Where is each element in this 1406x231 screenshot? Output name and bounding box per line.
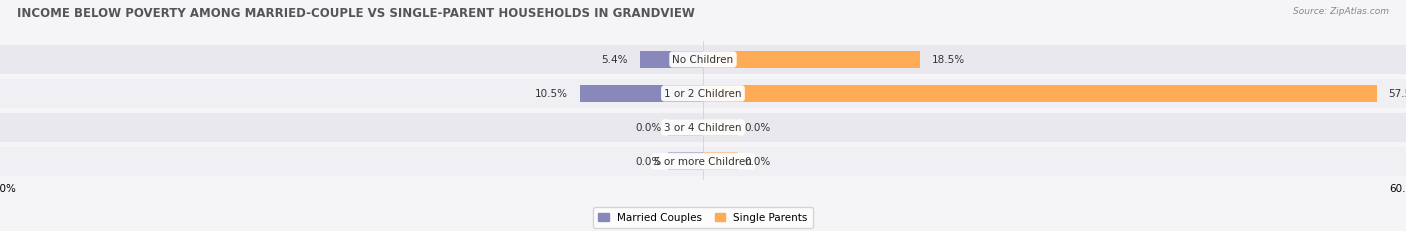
Text: 57.5%: 57.5%	[1389, 89, 1406, 99]
Text: 0.0%: 0.0%	[636, 157, 662, 167]
Text: 0.0%: 0.0%	[636, 123, 662, 133]
Text: 18.5%: 18.5%	[932, 55, 965, 65]
Bar	[703, 119, 738, 137]
Bar	[668, 153, 703, 170]
Text: No Children: No Children	[672, 55, 734, 65]
Bar	[0, 147, 1406, 176]
Bar	[0, 113, 1406, 142]
Bar	[703, 153, 738, 170]
Text: 10.5%: 10.5%	[536, 89, 568, 99]
Text: 0.0%: 0.0%	[744, 157, 770, 167]
Bar	[703, 51, 920, 69]
Text: 3 or 4 Children: 3 or 4 Children	[664, 123, 742, 133]
Legend: Married Couples, Single Parents: Married Couples, Single Parents	[593, 207, 813, 228]
Text: 5 or more Children: 5 or more Children	[654, 157, 752, 167]
Text: Source: ZipAtlas.com: Source: ZipAtlas.com	[1294, 7, 1389, 16]
Text: 0.0%: 0.0%	[744, 123, 770, 133]
Bar	[581, 85, 703, 103]
Bar	[0, 46, 1406, 75]
Text: 5.4%: 5.4%	[602, 55, 628, 65]
Text: INCOME BELOW POVERTY AMONG MARRIED-COUPLE VS SINGLE-PARENT HOUSEHOLDS IN GRANDVI: INCOME BELOW POVERTY AMONG MARRIED-COUPL…	[17, 7, 695, 20]
Bar	[640, 51, 703, 69]
Bar	[0, 80, 1406, 108]
Bar	[703, 85, 1376, 103]
Text: 1 or 2 Children: 1 or 2 Children	[664, 89, 742, 99]
Bar	[668, 119, 703, 137]
